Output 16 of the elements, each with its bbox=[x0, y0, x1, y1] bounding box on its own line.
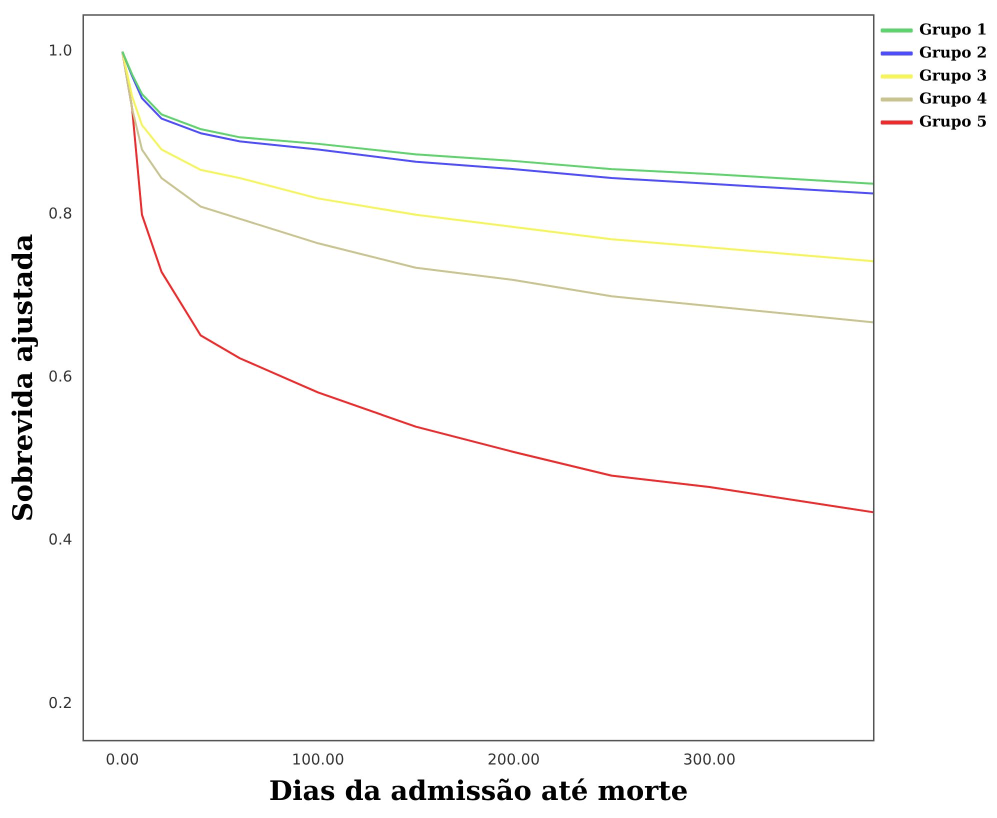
legend-label: Grupo 3 bbox=[919, 66, 988, 84]
legend-label: Grupo 1 bbox=[919, 20, 988, 38]
y-tick-label: 0.2 bbox=[48, 694, 72, 712]
y-tick-label: 0.4 bbox=[48, 530, 72, 549]
y-tick-label: 0.6 bbox=[48, 368, 72, 386]
x-tick-label: 100.00 bbox=[292, 750, 344, 768]
x-tick-label: 300.00 bbox=[683, 750, 736, 768]
y-tick-label: 1.0 bbox=[48, 42, 72, 60]
x-tick-label: 200.00 bbox=[487, 750, 540, 768]
y-tick-label: 0.8 bbox=[48, 204, 72, 223]
y-axis-title: Sobrevida ajustada bbox=[8, 234, 40, 522]
x-axis-title: Dias da admissão até morte bbox=[268, 776, 688, 807]
legend-label: Grupo 5 bbox=[919, 112, 988, 130]
x-tick-label: 0.00 bbox=[106, 750, 140, 768]
legend-label: Grupo 4 bbox=[919, 89, 988, 108]
legend-label: Grupo 2 bbox=[919, 43, 988, 62]
